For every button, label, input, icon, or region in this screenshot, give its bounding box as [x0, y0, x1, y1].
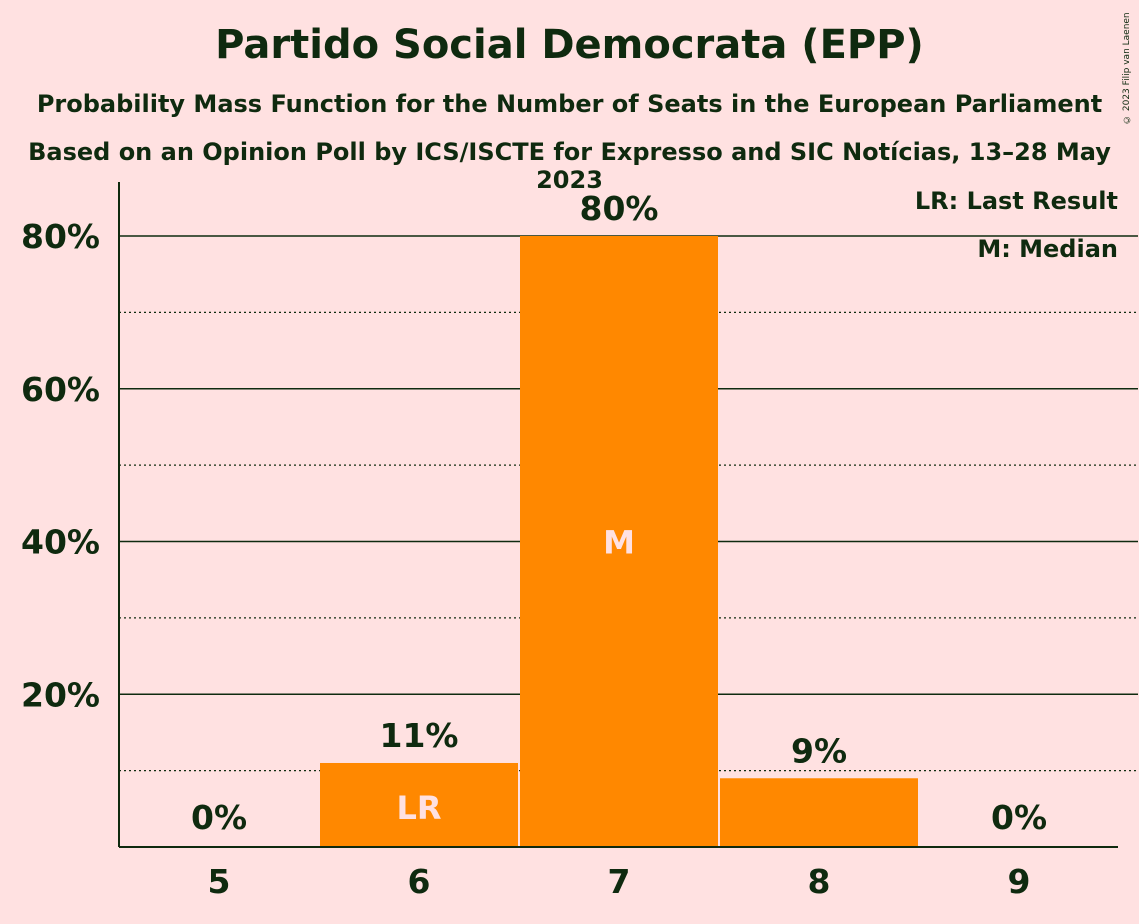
y-tick-label: 60% — [21, 370, 100, 409]
legend: LR: Last Result M: Median — [915, 187, 1118, 263]
x-tick-label: 7 — [608, 862, 631, 901]
y-tick-label: 40% — [21, 523, 100, 562]
value-label: 9% — [791, 731, 847, 770]
legend-last-result: LR: Last Result — [915, 187, 1118, 215]
bar-seat-7 — [520, 236, 718, 847]
value-label: 80% — [580, 189, 659, 228]
value-label: 0% — [191, 798, 247, 837]
median-marker: M — [603, 524, 635, 562]
axes — [118, 182, 1118, 848]
bars — [320, 236, 918, 847]
x-tick-label: 9 — [1008, 862, 1031, 901]
chart-source: Based on an Opinion Poll by ICS/ISCTE fo… — [28, 138, 1111, 194]
y-tick-label: 80% — [21, 217, 100, 256]
bar-seat-6 — [320, 762, 518, 847]
y-tick-label: 20% — [21, 675, 100, 714]
chart-title: Partido Social Democrata (EPP) — [215, 22, 924, 68]
bar-seat-8 — [720, 778, 918, 847]
value-label: 11% — [380, 716, 459, 755]
x-tick-label: 6 — [408, 862, 431, 901]
chart-subtitle: Probability Mass Function for the Number… — [36, 90, 1103, 118]
last-result-marker: LR — [396, 789, 441, 827]
value-label: 0% — [991, 798, 1047, 837]
x-tick-label: 5 — [208, 862, 231, 901]
x-tick-label: 8 — [808, 862, 831, 901]
legend-median: M: Median — [977, 235, 1118, 263]
